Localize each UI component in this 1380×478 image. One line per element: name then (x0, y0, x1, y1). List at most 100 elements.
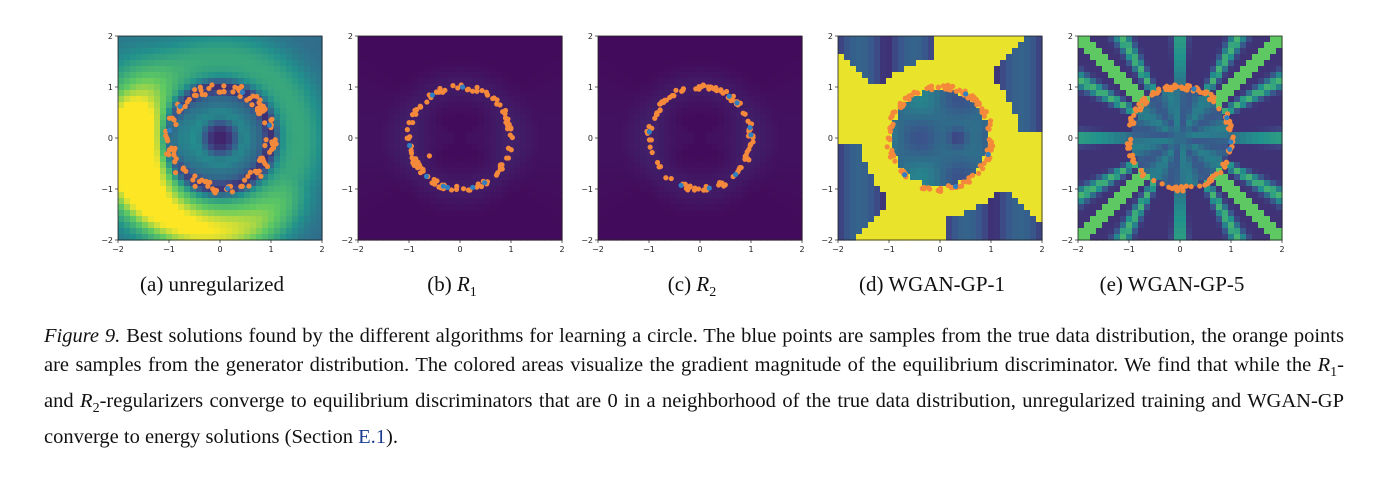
heatmap-cell (226, 204, 233, 211)
heatmap-cell (448, 216, 455, 223)
heatmap-cell (502, 42, 509, 49)
heatmap-cell (538, 156, 545, 163)
heatmap-cell (796, 96, 803, 103)
heatmap-cell (394, 126, 401, 133)
heatmap-cell (382, 234, 389, 241)
heatmap-cell (460, 210, 467, 217)
heatmap-cell (220, 78, 227, 85)
heatmap-cell (658, 78, 665, 85)
heatmap-cell (622, 180, 629, 187)
heatmap-cell (766, 216, 773, 223)
heatmap-cell (886, 78, 893, 85)
heatmap-cell (430, 114, 437, 121)
heatmap-cell (370, 222, 377, 229)
heatmap-cell (868, 132, 875, 139)
heatmap-cell (244, 114, 251, 121)
heatmap-cell (886, 90, 893, 97)
heatmap-cell (1012, 138, 1019, 145)
heatmap-cell (370, 156, 377, 163)
heatmap-cell (268, 180, 275, 187)
generator-sample (669, 92, 675, 99)
heatmap-cell (454, 66, 461, 73)
heatmap-cell (214, 234, 221, 241)
heatmap-cell (556, 126, 563, 133)
heatmap-cell (928, 72, 935, 79)
sample-points (163, 82, 279, 196)
heatmap-cell (130, 132, 137, 139)
heatmap-cell (1012, 198, 1019, 205)
heatmap-cell (508, 198, 515, 205)
heatmap-cell (868, 168, 875, 175)
heatmap-cell (766, 78, 773, 85)
heatmap-cell (910, 84, 917, 91)
heatmap-cell (316, 216, 323, 223)
heatmap-cell (1006, 42, 1013, 49)
heatmap-cell (238, 138, 245, 145)
heatmap-cell (274, 192, 281, 199)
heatmap-cell (994, 210, 1001, 217)
heatmap-cell (214, 204, 221, 211)
heatmap-cell (706, 222, 713, 229)
heatmap-cell (676, 114, 683, 121)
heatmap-cell (1000, 132, 1007, 139)
heatmap-cell (658, 228, 665, 235)
heatmap-cell (874, 114, 881, 121)
heatmap-cell (490, 114, 497, 121)
heatmap-cell (274, 198, 281, 205)
heatmap-cell (226, 174, 233, 181)
heatmap-cell (238, 162, 245, 169)
heatmap-cell (130, 66, 137, 73)
heatmap-cell (736, 210, 743, 217)
heatmap-cell (640, 168, 647, 175)
heatmap-cell (178, 78, 185, 85)
heatmap-cell (868, 192, 875, 199)
heatmap-cell (490, 66, 497, 73)
heatmap-cell (760, 120, 767, 127)
heatmap-cell (244, 228, 251, 235)
heatmap-cell (922, 198, 929, 205)
heatmap-cell (844, 228, 851, 235)
heatmap-cell (676, 204, 683, 211)
heatmap-cell (292, 72, 299, 79)
heatmap-cell (706, 204, 713, 211)
heatmap-cell (544, 72, 551, 79)
heatmap-cell (736, 126, 743, 133)
heatmap-cell (880, 54, 887, 61)
heatmap-cell (538, 36, 545, 43)
heatmap-cell (190, 180, 197, 187)
heatmap-cell (226, 66, 233, 73)
generator-sample (465, 187, 472, 193)
heatmap-cell (994, 108, 1001, 115)
heatmap-cell (646, 222, 653, 229)
heatmap-cell (358, 138, 365, 145)
heatmap-cell (160, 90, 167, 97)
heatmap-cell (976, 228, 983, 235)
heatmap-cell (838, 108, 845, 115)
heatmap-cell (904, 162, 911, 169)
heatmap-cell (526, 198, 533, 205)
heatmap-cell (214, 222, 221, 229)
heatmap-cell (1018, 228, 1025, 235)
heatmap-cell (676, 78, 683, 85)
heatmap-cell (946, 78, 953, 85)
heatmap-cell (490, 60, 497, 67)
heatmap-cell (982, 216, 989, 223)
heatmap-cell (136, 234, 143, 241)
heatmap-cell (484, 138, 491, 145)
x-tick-label: 1 (268, 245, 273, 254)
heatmap-cell (394, 234, 401, 241)
heatmap-cell (910, 108, 917, 115)
heatmap-cell (634, 168, 641, 175)
heatmap-cell (538, 120, 545, 127)
heatmap-cell (958, 144, 965, 151)
heatmap-cell (286, 234, 293, 241)
heatmap-cell (916, 150, 923, 157)
heatmap-cell (784, 198, 791, 205)
heatmap-cell (466, 144, 473, 151)
heatmap-cell (448, 174, 455, 181)
heatmap-cell (388, 96, 395, 103)
heatmap-cell (412, 222, 419, 229)
heatmap-cell (844, 186, 851, 193)
heatmap-cell (526, 96, 533, 103)
true-data-sample (177, 103, 183, 109)
